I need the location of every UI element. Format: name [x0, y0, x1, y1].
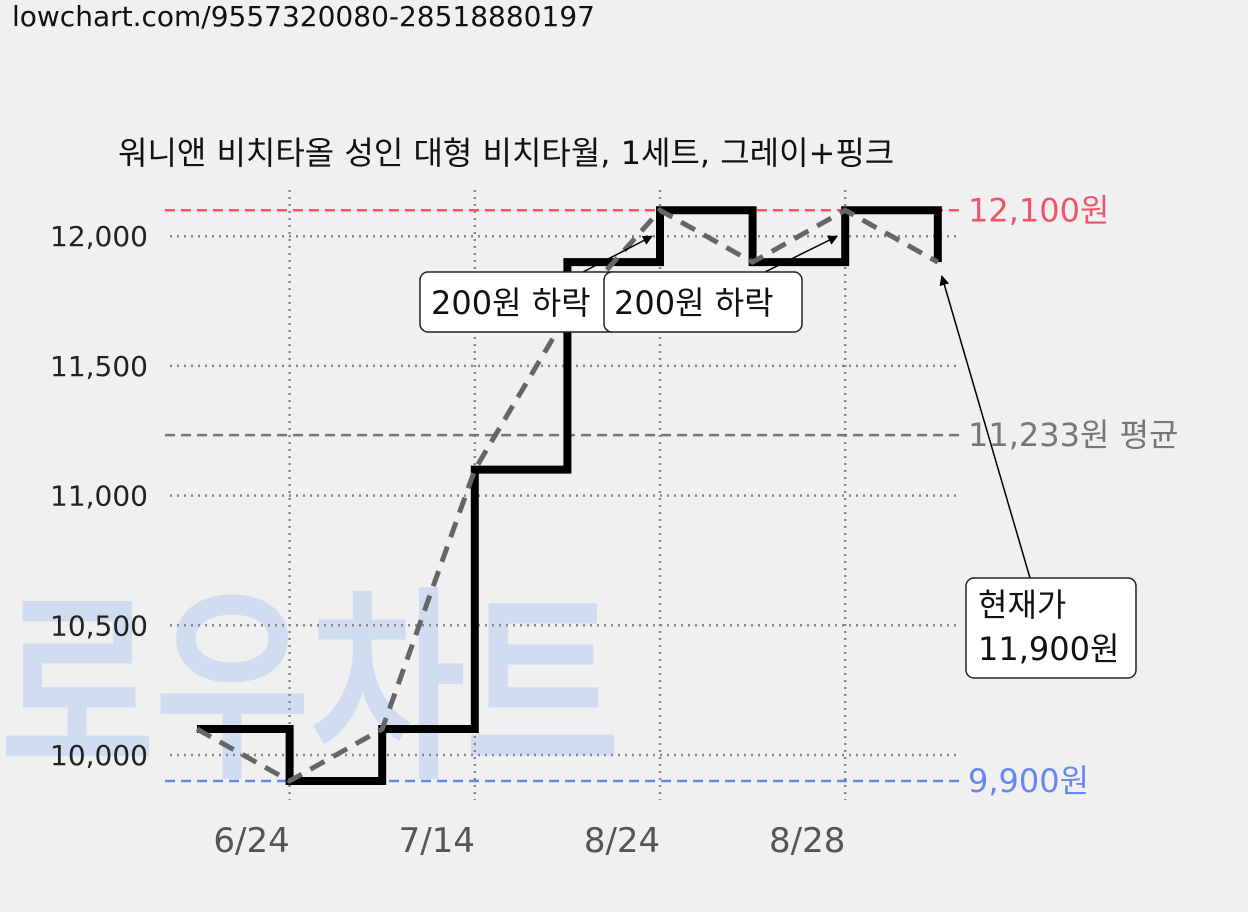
- watermark-text: 로우차트: [0, 571, 620, 809]
- annotation-text: 200원 하락: [431, 284, 591, 322]
- y-tick-label: 12,000: [50, 220, 148, 253]
- page-url: lowchart.com/9557320080-28518880197: [12, 0, 595, 33]
- y-tick-label: 11,000: [50, 480, 148, 513]
- x-tick-label: 7/14: [399, 821, 475, 861]
- annotation-arrow: [582, 235, 653, 273]
- y-tick-label: 11,500: [50, 350, 148, 383]
- y-tick-label: 10,500: [50, 609, 148, 642]
- annotation-box: [965, 577, 1137, 679]
- annotation-arrow: [764, 235, 839, 273]
- annotation-box: [603, 271, 803, 333]
- annotation-text: 11,900원: [978, 630, 1119, 668]
- reference-label: 9,900원: [968, 762, 1089, 800]
- price-step-line: [197, 206, 942, 785]
- reference-label: 11,233원 평균: [968, 416, 1178, 454]
- watermark: 로우차트: [0, 571, 620, 809]
- x-tick-label: 8/28: [769, 821, 845, 861]
- x-tick-label: 6/24: [213, 821, 289, 861]
- y-tick-label: 10,000: [50, 739, 148, 772]
- annotation-arrow: [939, 275, 1031, 579]
- axis-ticks: 10,000 10,500 11,000 11,500 12,000 6/24 7/14 8/…: [50, 220, 845, 861]
- annotation-text: 200원 하락: [614, 284, 774, 322]
- series: [195, 206, 942, 785]
- reference-label: 12,100원: [968, 191, 1109, 229]
- x-tick-label: 8/24: [584, 821, 660, 861]
- trend-dashed-line: [195, 207, 940, 784]
- reference-lines: 12,100원 11,233원 평균 9,900원: [165, 191, 1178, 800]
- annotation-text: 현재가: [978, 586, 1066, 624]
- chart-title: 워니앤 비치타올 성인 대형 비치타월, 1세트, 그레이+핑크: [118, 134, 895, 172]
